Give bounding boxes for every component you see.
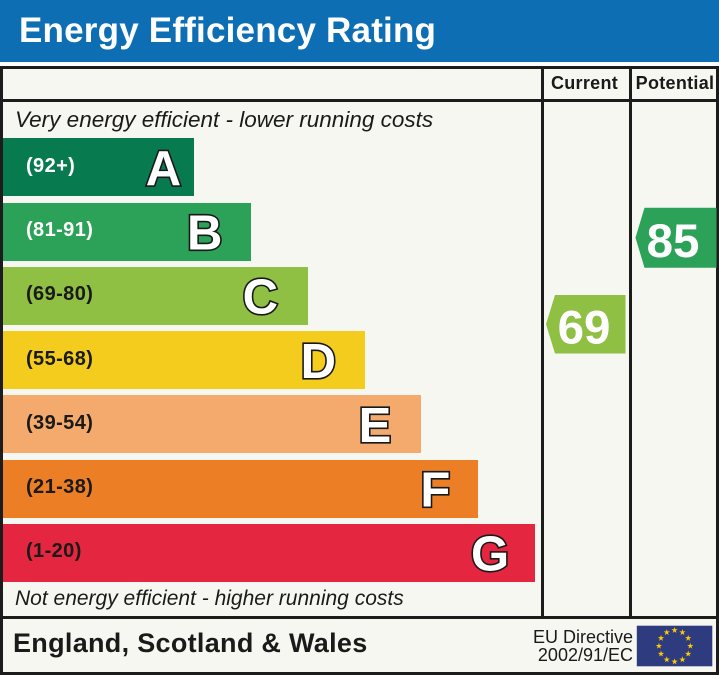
svg-text:B: B xyxy=(187,206,222,260)
svg-text:F: F xyxy=(420,463,450,517)
svg-text:85: 85 xyxy=(647,215,700,268)
svg-text:G: G xyxy=(471,528,509,582)
svg-text:D: D xyxy=(301,335,336,389)
svg-text:C: C xyxy=(243,271,278,325)
svg-text:A: A xyxy=(146,142,181,196)
svg-text:E: E xyxy=(359,399,392,453)
svg-text:69: 69 xyxy=(558,301,611,354)
